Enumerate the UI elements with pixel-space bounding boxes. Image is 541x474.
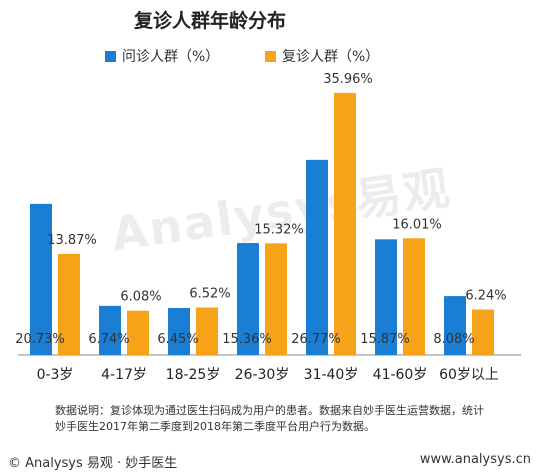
x-tick-label-1: 4-17岁 xyxy=(101,367,147,383)
data-label-series1-1: 6.74% xyxy=(88,332,129,347)
bar-series2-0 xyxy=(58,253,80,355)
bar-series1-1 xyxy=(99,305,121,355)
legend-label-series1: 问诊人群（%） xyxy=(122,49,220,65)
legend-swatch-series2 xyxy=(265,50,276,62)
legend: 问诊人群（%） 复诊人群（%） xyxy=(0,46,541,68)
data-label-series2-4: 35.96% xyxy=(323,72,373,87)
x-tick-label-4: 31-40岁 xyxy=(304,367,359,383)
data-label-series2-5: 16.01% xyxy=(392,217,442,232)
legend-item-series2: 复诊人群（%） xyxy=(265,46,379,66)
bar-series1-0 xyxy=(30,203,52,355)
footer-url: www.analysys.cn xyxy=(419,452,531,467)
bar-series1-5 xyxy=(375,239,397,355)
bar-series2-2 xyxy=(196,307,218,355)
data-label-series2-2: 6.52% xyxy=(189,286,230,301)
chart-title: 复诊人群年龄分布 xyxy=(133,10,286,32)
x-tick-label-3: 26-30岁 xyxy=(235,367,290,383)
bar-series2-3 xyxy=(265,243,287,355)
bar-series2-4 xyxy=(334,92,356,355)
data-label-series2-1: 6.08% xyxy=(120,290,161,305)
data-label-series1-6: 8.08% xyxy=(433,332,474,347)
bar-chart: 20.73% 13.87% 0-3岁 6.74% 6.08% 4-17岁 6.45% 6.52… xyxy=(15,72,521,383)
bar-series2-5 xyxy=(403,238,425,355)
data-label-series2-0: 13.87% xyxy=(47,233,97,248)
data-note-line2: 妙手医生2017年第二季度到2018年第二季度平台用户行为数据。 xyxy=(55,420,375,433)
x-tick-label-0: 0-3岁 xyxy=(37,367,74,383)
bar-series1-2 xyxy=(168,307,190,355)
bar-series1-3 xyxy=(237,243,259,355)
x-tick-label-2: 18-25岁 xyxy=(166,367,221,383)
data-label-series1-4: 26.77% xyxy=(291,332,341,347)
data-note: 数据说明：复诊体现为通过医生扫码成为用户的患者。数据来自妙手医生运营数据，统计 … xyxy=(55,403,525,435)
bar-series1-6 xyxy=(444,296,466,355)
data-note-line1: 数据说明：复诊体现为通过医生扫码成为用户的患者。数据来自妙手医生运营数据，统计 xyxy=(55,404,484,417)
bar-series2-1 xyxy=(127,310,149,355)
data-label-series2-3: 15.32% xyxy=(254,222,304,237)
bar-series2-6 xyxy=(472,309,494,355)
legend-item-series1: 问诊人群（%） xyxy=(105,46,219,66)
x-tick-label-5: 41-60岁 xyxy=(373,367,428,383)
data-label-series1-5: 15.87% xyxy=(360,332,410,347)
footer-copyright: © Analysys 易观 · 妙手医生 xyxy=(8,456,178,471)
bar-series1-4 xyxy=(306,159,328,355)
legend-label-series2: 复诊人群（%） xyxy=(282,49,380,65)
legend-swatch-series1 xyxy=(105,50,116,62)
data-label-series1-0: 20.73% xyxy=(15,332,65,347)
data-label-series2-6: 6.24% xyxy=(465,289,506,304)
x-tick-label-6: 60岁以上 xyxy=(439,367,499,383)
data-label-series1-3: 15.36% xyxy=(222,332,272,347)
data-label-series1-2: 6.45% xyxy=(157,332,198,347)
